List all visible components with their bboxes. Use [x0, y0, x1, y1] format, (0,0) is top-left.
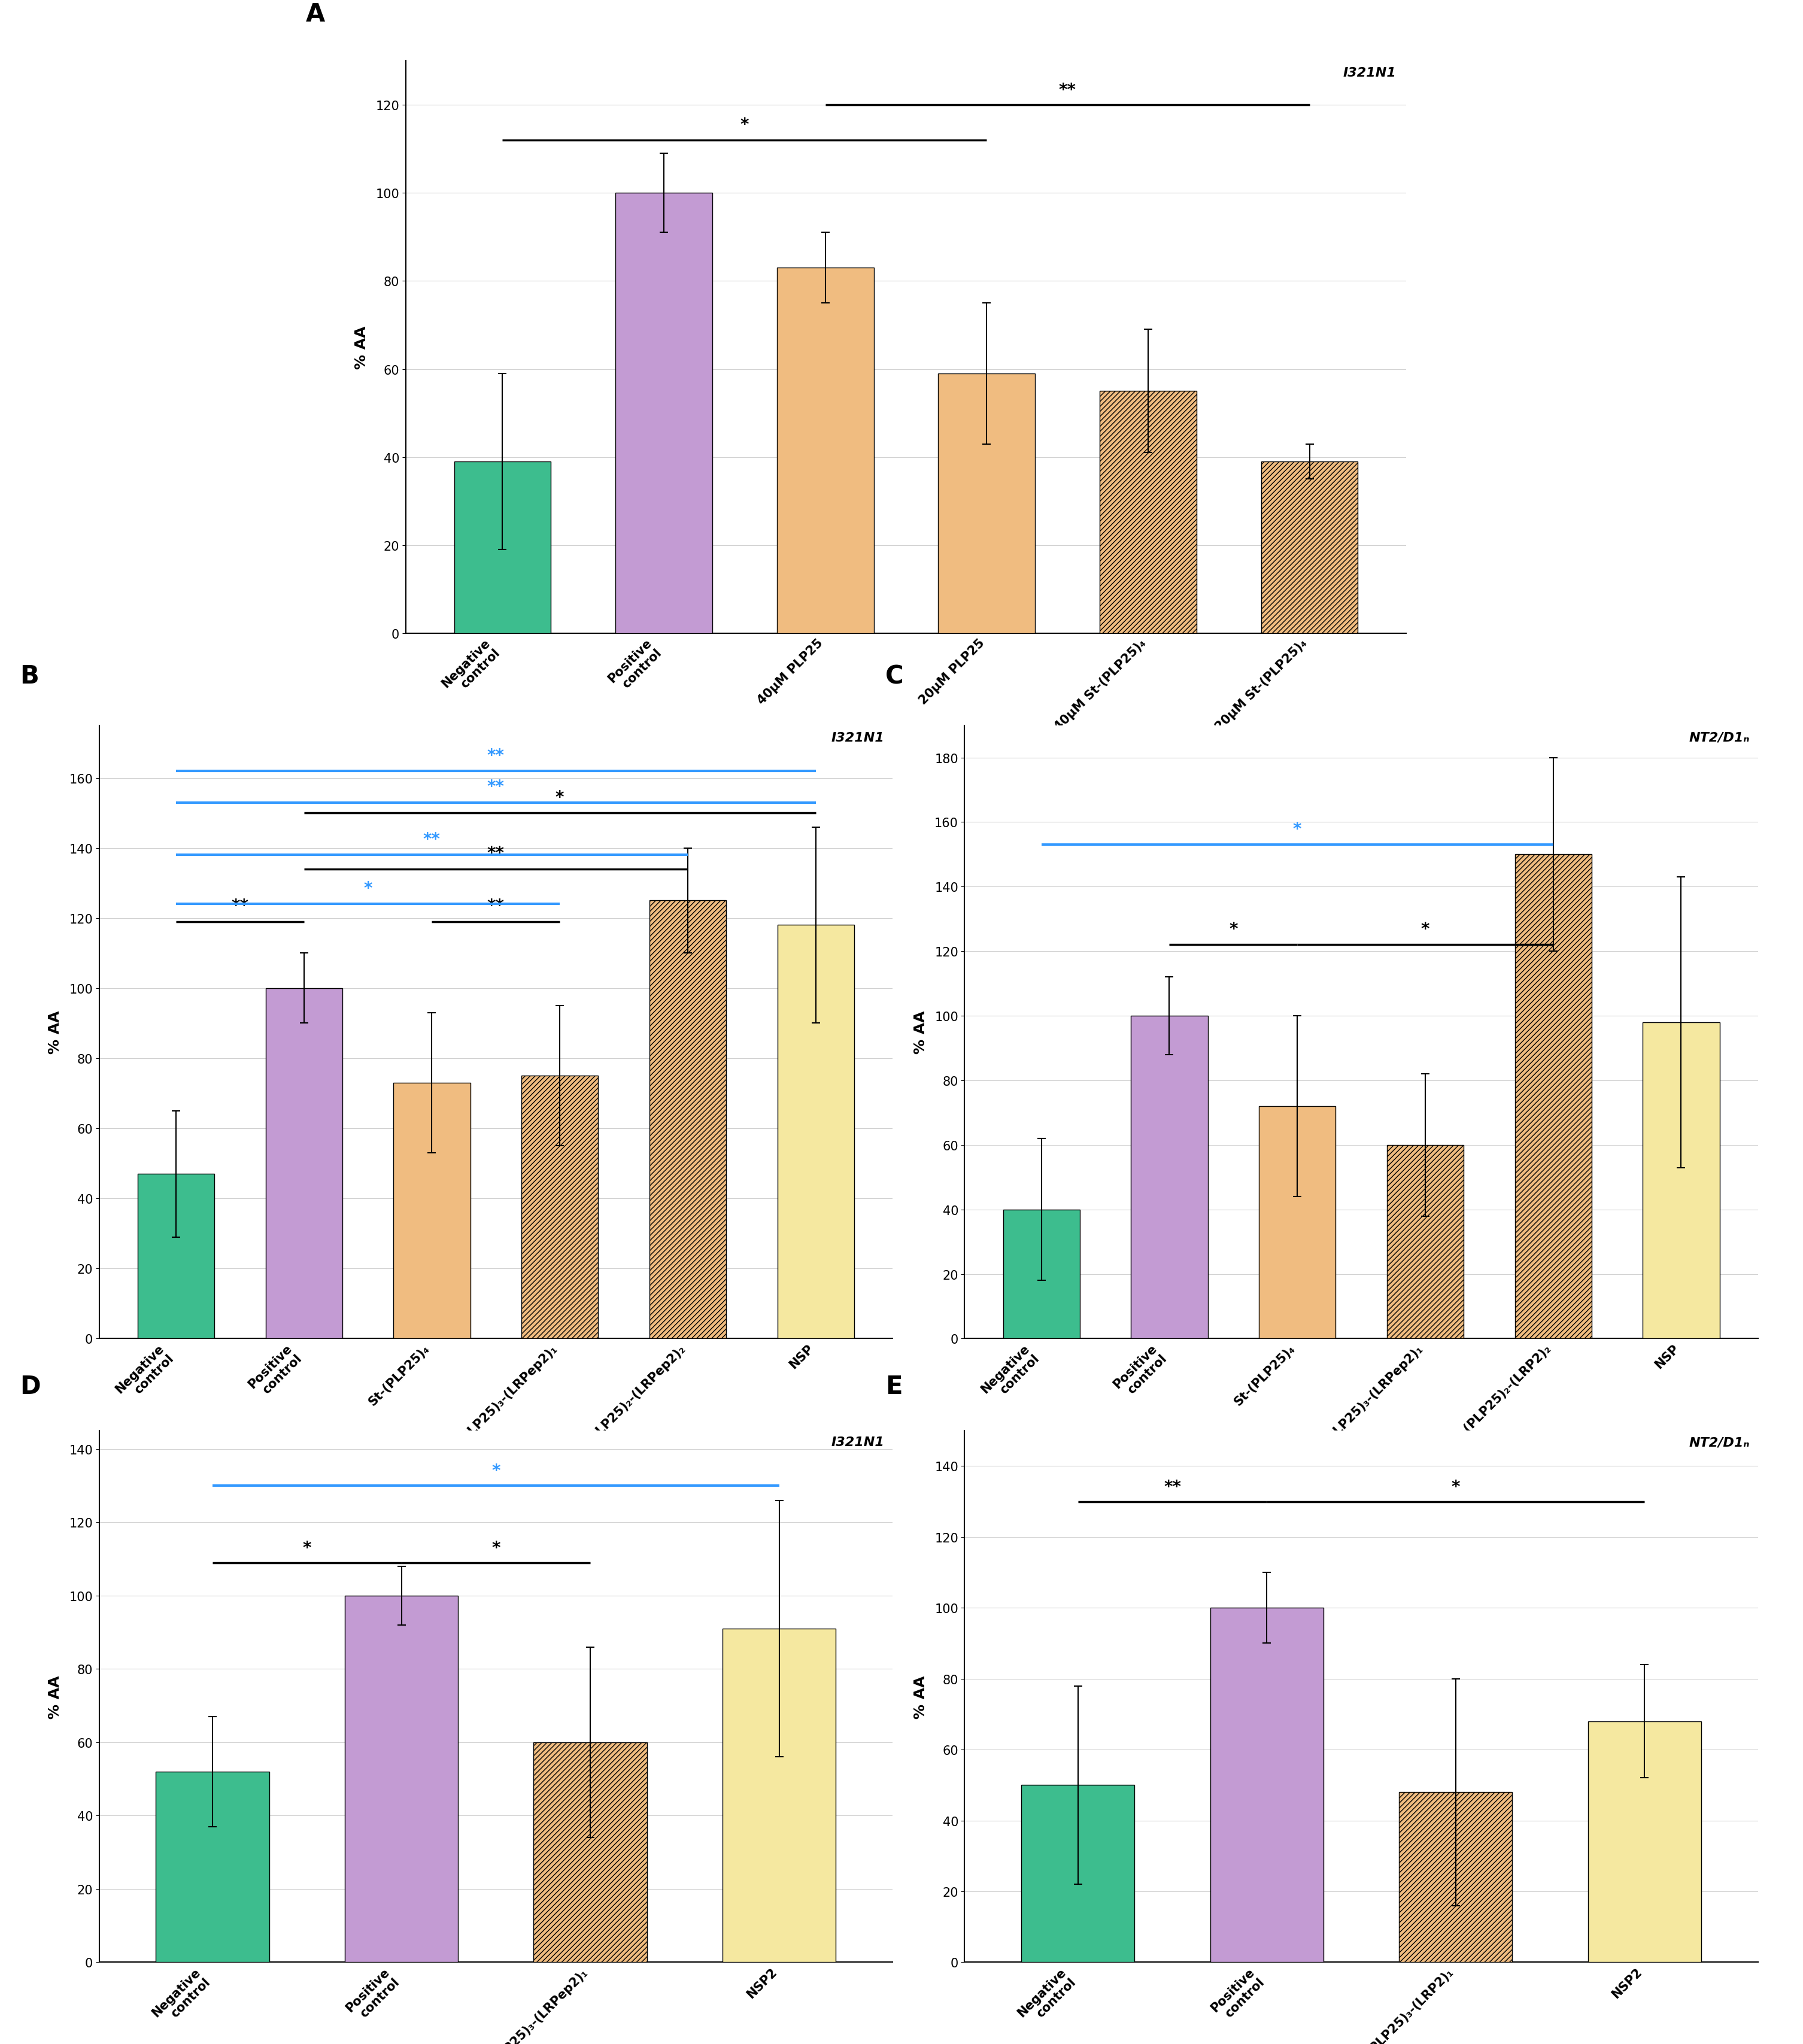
Bar [521, 1075, 599, 1339]
Bar [649, 901, 727, 1339]
Bar [534, 1741, 647, 1962]
Bar [344, 1596, 458, 1962]
Bar [137, 1173, 215, 1339]
Bar [1258, 1106, 1336, 1339]
Text: *: * [1293, 822, 1302, 838]
Text: A: A [305, 2, 325, 27]
Text: I321N1: I321N1 [1343, 67, 1396, 80]
Text: NT2/D1ₙ: NT2/D1ₙ [1689, 732, 1751, 744]
Bar [1130, 1016, 1208, 1339]
Bar [1210, 1609, 1323, 1962]
Text: *: * [741, 117, 748, 133]
Bar [1399, 1793, 1513, 1962]
Text: *: * [492, 1539, 499, 1555]
Bar [1588, 1721, 1702, 1962]
Bar [723, 1629, 837, 1962]
Text: D: D [20, 1374, 40, 1398]
Text: *: * [303, 1539, 312, 1555]
Y-axis label: % AA: % AA [49, 1010, 63, 1055]
Bar [1020, 1784, 1134, 1962]
Bar [1387, 1145, 1464, 1339]
Text: E: E [885, 1374, 902, 1398]
Bar [1260, 462, 1358, 634]
Text: *: * [555, 789, 564, 805]
Bar [265, 989, 343, 1339]
Text: C: C [885, 664, 903, 689]
Bar [777, 926, 855, 1339]
Text: **: ** [424, 832, 440, 848]
Text: **: ** [487, 779, 505, 795]
Bar [454, 462, 552, 634]
Bar [1643, 1022, 1720, 1339]
Text: **: ** [487, 746, 505, 764]
Bar [615, 194, 712, 634]
Y-axis label: % AA: % AA [49, 1674, 63, 1719]
Y-axis label: % AA: % AA [914, 1010, 929, 1055]
Bar [1002, 1210, 1080, 1339]
Text: B: B [20, 664, 40, 689]
Bar [1515, 854, 1592, 1339]
Text: **: ** [487, 897, 505, 914]
Bar [777, 268, 874, 634]
Text: I321N1: I321N1 [831, 1437, 885, 1447]
Text: **: ** [231, 897, 249, 914]
Bar [155, 1772, 269, 1962]
Text: *: * [1230, 922, 1237, 938]
Text: **: ** [487, 844, 505, 863]
Bar [393, 1083, 471, 1339]
Text: **: ** [1163, 1478, 1181, 1496]
Y-axis label: % AA: % AA [914, 1674, 929, 1719]
Y-axis label: % AA: % AA [355, 325, 370, 370]
Bar [1100, 392, 1197, 634]
Text: I321N1: I321N1 [831, 732, 885, 744]
Text: *: * [1451, 1478, 1460, 1496]
Text: *: * [1421, 922, 1430, 938]
Text: *: * [492, 1464, 499, 1480]
Text: NT2/D1ₙ: NT2/D1ₙ [1689, 1437, 1751, 1447]
Bar [938, 374, 1035, 634]
Text: **: ** [1058, 82, 1076, 98]
Text: *: * [364, 881, 371, 897]
